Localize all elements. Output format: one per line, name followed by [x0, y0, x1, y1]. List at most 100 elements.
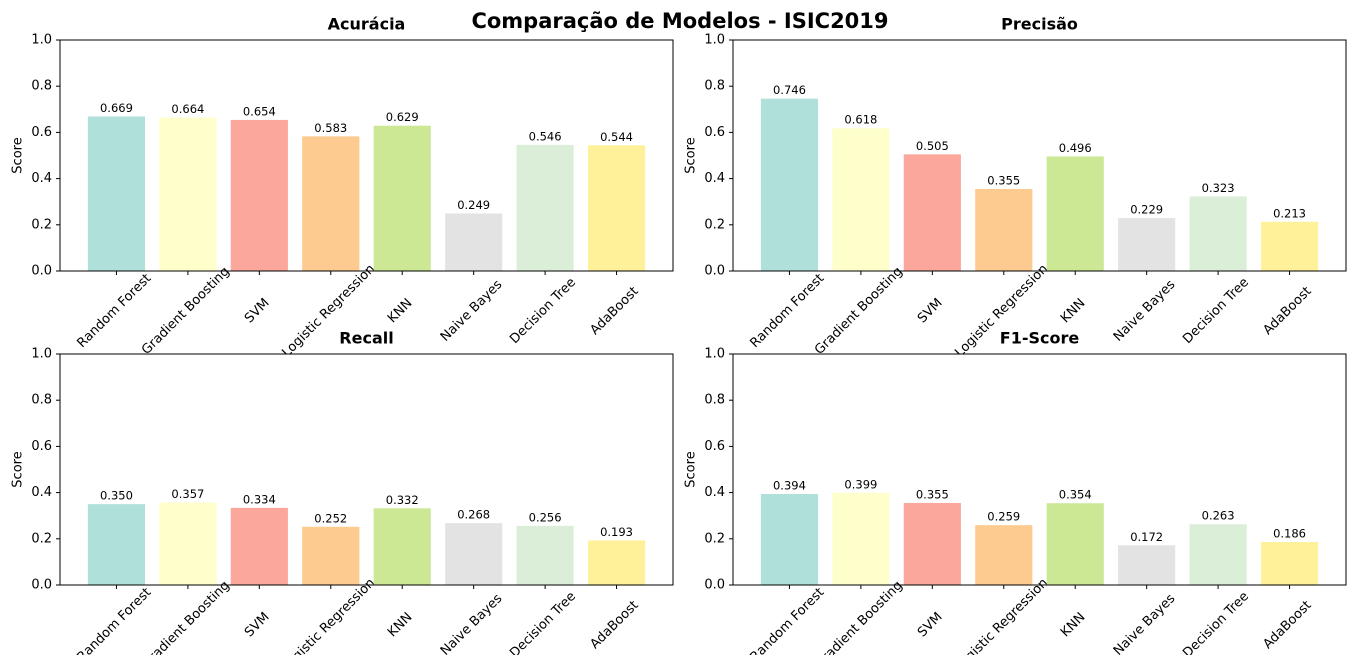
y-tick-label: 0.4: [704, 485, 725, 500]
axes-frame: [732, 39, 1347, 272]
y-tick-label: 0.2: [704, 531, 725, 546]
value-label: 0.268: [457, 508, 490, 522]
axes-frame: [732, 353, 1347, 586]
value-label: 0.355: [916, 487, 949, 501]
y-tick-label: 1.0: [31, 33, 52, 48]
bar: [975, 188, 1033, 271]
value-label: 0.186: [1273, 527, 1306, 541]
value-label: 0.394: [773, 478, 806, 492]
y-tick-label: 0.6: [704, 439, 725, 454]
value-label: 0.496: [1059, 141, 1092, 155]
value-label: 0.746: [773, 83, 806, 97]
y-tick-label: 0.2: [31, 217, 52, 232]
bar: [230, 507, 288, 585]
value-label: 0.357: [171, 487, 204, 501]
y-tick-label: 0.6: [31, 125, 52, 140]
bar: [1260, 542, 1319, 585]
bar: [903, 154, 961, 271]
bar: [302, 136, 360, 271]
y-tick-label: 0.2: [704, 217, 725, 232]
y-tick-label: 0.8: [31, 393, 52, 408]
bar: [159, 117, 217, 271]
bar: [445, 213, 503, 271]
value-label: 0.323: [1202, 181, 1235, 195]
figure-title: Comparação de Modelos - ISIC2019: [471, 9, 888, 33]
plot-area: [733, 354, 1346, 585]
y-tick-label: 0.6: [704, 125, 725, 140]
y-tick-label: 1.0: [704, 33, 725, 48]
y-tick-label: 0.0: [704, 264, 725, 279]
y-tick-label: 0.6: [31, 439, 52, 454]
value-label: 0.354: [1059, 488, 1092, 502]
bar: [159, 502, 217, 585]
y-axis-label: Score: [11, 451, 26, 487]
bar: [373, 508, 431, 585]
value-label: 0.355: [987, 173, 1020, 187]
bar: [587, 145, 646, 271]
bar: [87, 504, 146, 585]
value-label: 0.249: [457, 198, 490, 212]
bar: [1189, 524, 1247, 585]
value-label: 0.618: [844, 113, 877, 127]
bar: [1189, 196, 1247, 271]
plot-area: [733, 40, 1346, 271]
value-label: 0.544: [600, 130, 633, 144]
bar: [832, 492, 890, 585]
y-axis-label: Score: [11, 137, 26, 173]
subplot-title: Precisão: [1001, 15, 1078, 34]
value-label: 0.669: [100, 101, 133, 115]
y-tick-label: 0.0: [31, 264, 52, 279]
y-tick-label: 0.0: [704, 578, 725, 593]
y-tick-label: 0.4: [704, 171, 725, 186]
value-label: 0.350: [100, 489, 133, 503]
y-tick-label: 0.2: [31, 531, 52, 546]
bar: [975, 525, 1033, 585]
value-label: 0.332: [386, 493, 419, 507]
bar: [373, 125, 431, 272]
subplot-title: Recall: [339, 329, 393, 348]
y-tick-label: 0.4: [31, 171, 52, 186]
value-label: 0.334: [243, 492, 276, 506]
y-tick-label: 0.8: [704, 393, 725, 408]
bar: [587, 540, 646, 585]
value-label: 0.664: [171, 102, 204, 116]
bar: [760, 493, 819, 585]
bar: [832, 128, 890, 271]
value-label: 0.399: [844, 477, 877, 491]
bar: [445, 523, 503, 585]
y-tick-label: 0.8: [704, 79, 725, 94]
subplot-title: Acurácia: [328, 15, 406, 34]
value-label: 0.546: [529, 129, 562, 143]
bar: [302, 526, 360, 585]
value-label: 0.193: [600, 525, 633, 539]
value-label: 0.229: [1130, 203, 1163, 217]
value-label: 0.629: [386, 110, 419, 124]
bar: [1260, 221, 1319, 271]
value-label: 0.263: [1202, 509, 1235, 523]
bar: [1118, 218, 1176, 271]
subplot-title: F1-Score: [1000, 329, 1080, 348]
axes-frame: [59, 39, 674, 272]
value-label: 0.505: [916, 139, 949, 153]
axes-frame: [59, 353, 674, 586]
y-tick-label: 0.4: [31, 485, 52, 500]
plot-area: [60, 40, 673, 271]
bar: [230, 119, 288, 272]
bar: [760, 98, 819, 271]
bar: [516, 525, 574, 585]
bar: [1118, 545, 1176, 585]
y-tick-label: 0.0: [31, 578, 52, 593]
bar: [516, 144, 574, 271]
bar: [87, 116, 146, 271]
y-axis-label: Score: [684, 451, 699, 487]
value-label: 0.583: [314, 121, 347, 135]
y-axis-label: Score: [684, 137, 699, 173]
bar: [903, 502, 961, 585]
plot-area: [60, 354, 673, 585]
value-label: 0.213: [1273, 206, 1306, 220]
y-tick-label: 0.8: [31, 79, 52, 94]
value-label: 0.252: [314, 511, 347, 525]
y-tick-label: 1.0: [31, 347, 52, 362]
bar: [1046, 503, 1104, 585]
bar: [1046, 156, 1104, 271]
